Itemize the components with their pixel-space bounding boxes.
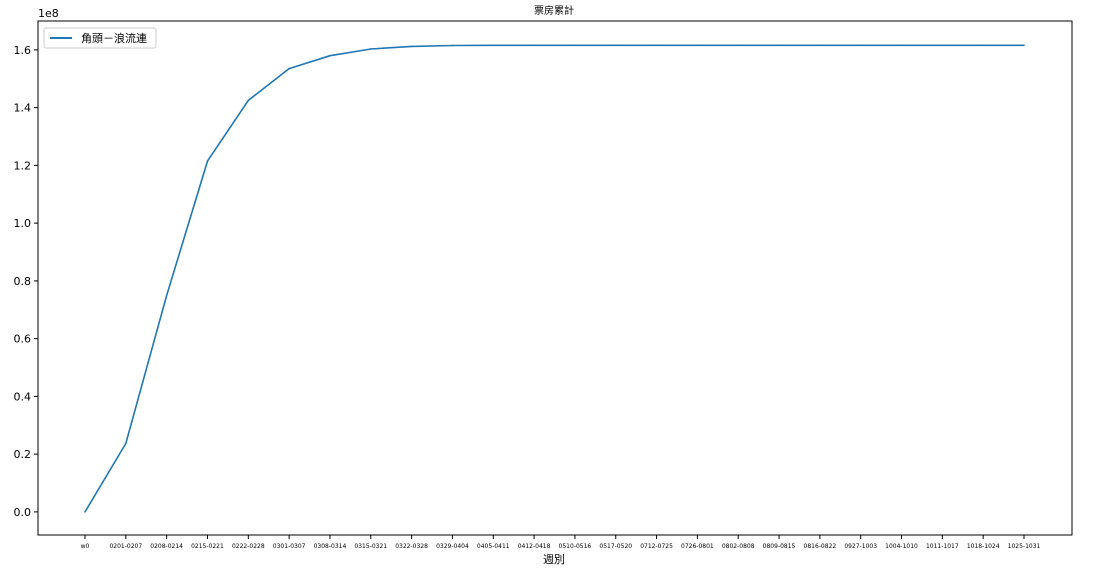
series-line	[84, 44, 1024, 513]
x-tick-label: 0802-0808	[722, 543, 755, 550]
y-tick-label: 1.2	[14, 159, 32, 172]
x-tick-label: 0405-0411	[477, 543, 510, 550]
data-point	[492, 44, 495, 47]
x-tick-label: 0726-0801	[681, 543, 714, 550]
legend: 角頭－浪流連	[43, 27, 157, 49]
data-point	[451, 44, 454, 47]
y-tick-label: 0.4	[14, 390, 32, 403]
y-offset-label: 1e8	[38, 7, 59, 20]
data-point	[941, 44, 944, 47]
x-tick-label: 1018-1024	[967, 543, 1000, 550]
data-point	[533, 44, 535, 47]
data-point	[1023, 44, 1025, 47]
data-point	[982, 44, 984, 47]
x-tick-label: 0222-0228	[232, 543, 265, 550]
data-point	[329, 54, 331, 57]
y-tick-label: 1.4	[14, 102, 32, 115]
x-axis-label: 週別	[543, 553, 565, 566]
y-tick-label: 0.6	[14, 333, 32, 346]
x-tick-label: 1011-1017	[926, 543, 959, 550]
data-point	[247, 99, 250, 102]
data-point	[125, 442, 127, 445]
legend-label: 角頭－浪流連	[81, 31, 147, 45]
plot-layer: 0.0 0.2 0.4 0.6 0.8 1.0 1.2 1.4 1.6 w0 0201-0207 02…	[14, 20, 1073, 550]
x-tick-label: w0	[81, 543, 90, 550]
x-tick-label: 0208-0214	[150, 543, 183, 550]
x-tick-label: 0201-0207	[109, 543, 142, 550]
data-point	[288, 67, 290, 70]
data-point	[574, 44, 576, 47]
data-point	[859, 44, 862, 47]
data-point	[819, 44, 821, 47]
x-tick-label: 0308-0314	[314, 543, 347, 550]
x-tick-label: 0301-0307	[273, 543, 306, 550]
x-tick-label: 0329-0404	[436, 543, 469, 550]
x-tick-label: 0816-0822	[804, 543, 837, 550]
x-tick-label: 0322-0328	[395, 543, 428, 550]
x-tick-label: 0809-0815	[763, 543, 796, 550]
x-tick-label: 0315-0321	[354, 543, 387, 550]
x-tick-label: 1025-1031	[1008, 543, 1041, 550]
y-tick-label: 1.0	[14, 217, 32, 230]
data-point	[737, 44, 740, 47]
data-point	[369, 48, 372, 50]
data-point	[900, 44, 903, 47]
y-tick-label: 0.0	[14, 506, 32, 519]
data-point	[165, 294, 168, 297]
x-tick-label: 0712-0725	[640, 543, 673, 550]
data-point	[696, 44, 699, 47]
y-tick-label: 0.8	[14, 275, 32, 288]
data-point	[206, 160, 209, 162]
x-tick-label: 0215-0221	[191, 543, 224, 550]
data-point	[84, 511, 86, 513]
x-tick-label: 0517-0520	[599, 543, 632, 550]
data-point	[410, 45, 413, 48]
chart-title: 票房累計	[534, 4, 574, 17]
y-tick-label: 0.2	[14, 448, 32, 461]
x-tick-label: 0412-0418	[518, 543, 551, 550]
plot-frame	[37, 20, 1073, 536]
x-tick-label: 1004-1010	[885, 543, 918, 550]
legend-box	[43, 27, 157, 49]
x-tick-label: 0510-0516	[559, 543, 592, 550]
y-tick-label: 1.6	[14, 44, 32, 57]
data-point	[778, 44, 780, 47]
x-tick-label: 0927-1003	[844, 543, 877, 550]
data-point	[614, 44, 617, 47]
data-point	[655, 44, 658, 47]
